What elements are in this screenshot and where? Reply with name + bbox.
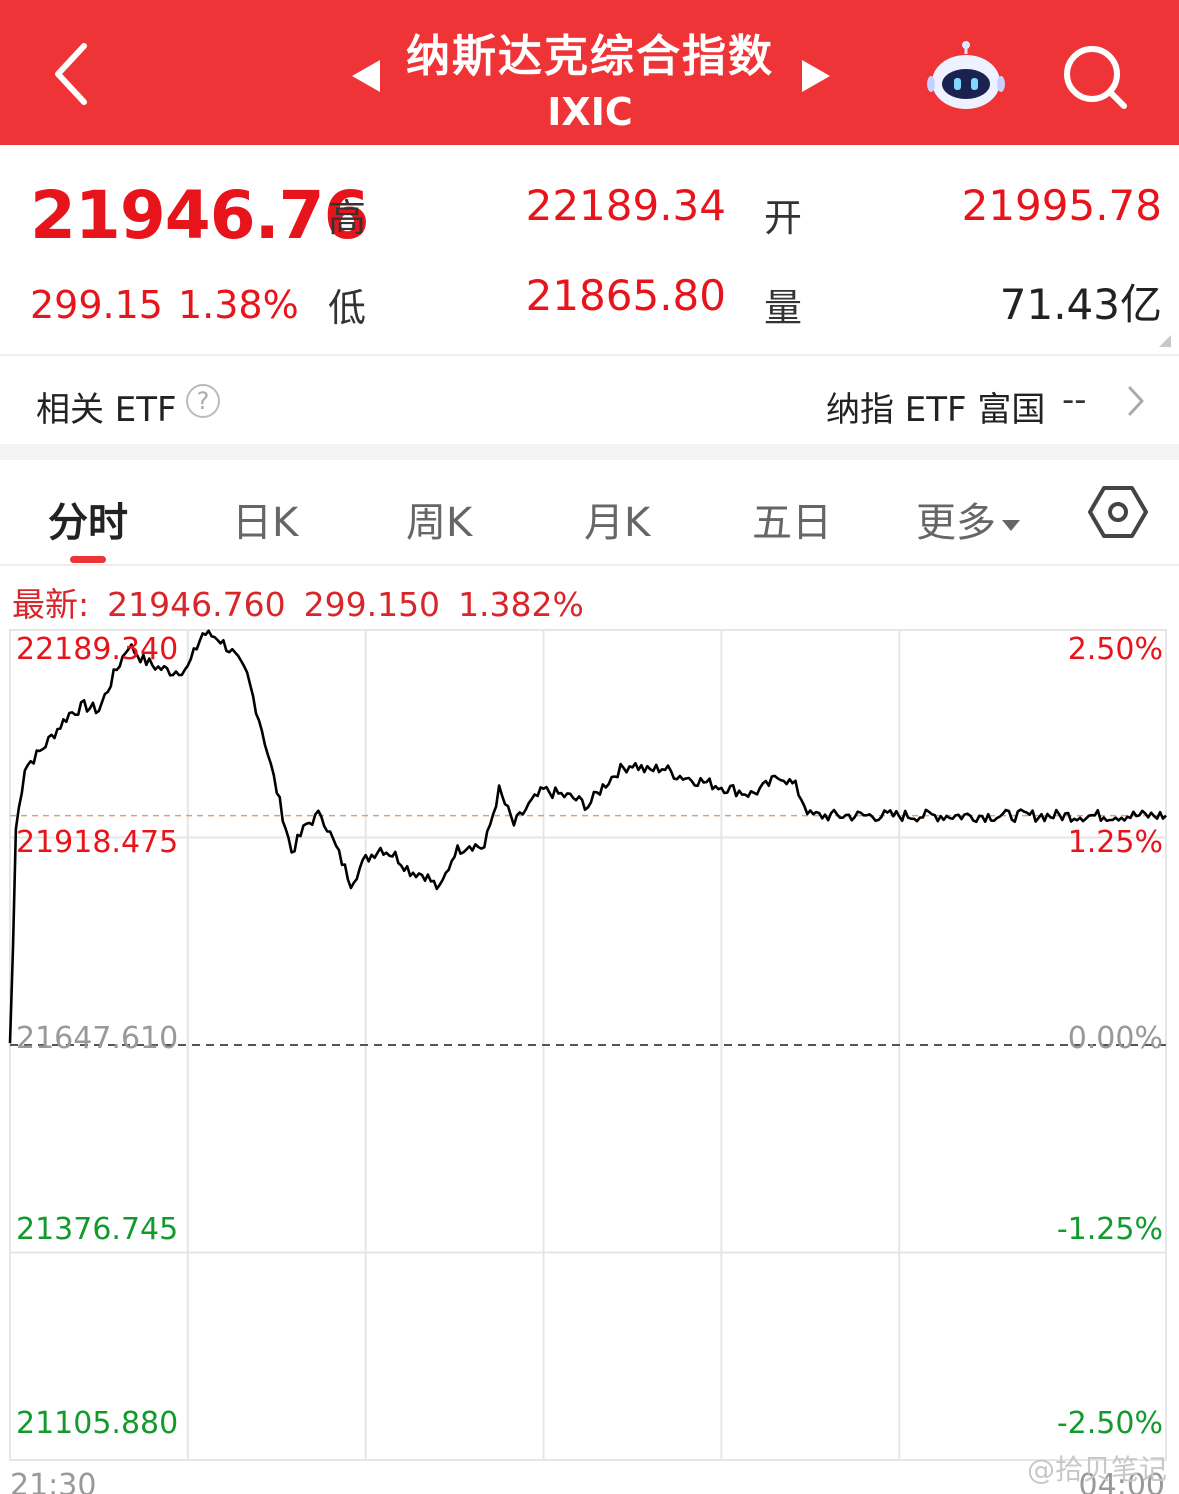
active-tab-indicator (70, 556, 106, 563)
latest-readout: 最新: 21946.760 299.150 1.382% (12, 578, 602, 626)
etf-value: -- (1062, 380, 1087, 420)
x-start-label: 21:30 (10, 1468, 97, 1494)
price-change: 299.15 (30, 283, 163, 327)
next-index-button[interactable] (796, 56, 836, 96)
robot-icon (927, 41, 1005, 109)
latest-change: 299.150 (303, 585, 441, 624)
tab-daily-k[interactable]: 日K (232, 500, 299, 546)
chevron-left-icon (55, 43, 87, 105)
volume-label: 量 (764, 286, 803, 330)
volume-value: 71.43亿 (999, 280, 1162, 329)
y-tick-right-1: 2.50% (1067, 632, 1163, 667)
x-end-label: 04:00 (1078, 1468, 1165, 1494)
y-tick-right-5: -2.50% (1056, 1406, 1163, 1441)
top-bar: 纳斯达克综合指数 IXIC (0, 0, 1179, 145)
chevron-right-icon (1128, 386, 1144, 416)
low-label: 低 (328, 286, 367, 330)
y-tick-left-4: 21376.745 (16, 1212, 179, 1247)
open-value: 21995.78 (961, 181, 1162, 230)
related-etf-row: 相关 ETF ? 纳指 ETF 富国 -- (0, 356, 1179, 444)
low-value: 21865.80 (525, 271, 726, 320)
intraday-chart[interactable]: 22189.340 21918.475 21647.610 21376.745 … (0, 620, 1179, 1494)
section-gap (0, 444, 1179, 460)
latest-price: 21946.760 (107, 585, 286, 624)
y-tick-left-2: 21918.475 (16, 825, 179, 860)
chart-settings-button[interactable] (1088, 484, 1148, 540)
hexagon-settings-icon (1088, 486, 1148, 538)
tab-weekly-k[interactable]: 周K (406, 500, 473, 546)
y-tick-left-5: 21105.880 (16, 1406, 179, 1441)
y-tick-left-3: 21647.610 (16, 1021, 179, 1056)
title-block: 纳斯达克综合指数 IXIC (340, 14, 840, 139)
quote-panel: 21946.76 299.15 1.38% 高 22189.34 低 21865… (0, 145, 1179, 355)
open-label: 开 (764, 196, 803, 240)
latest-label: 最新: (12, 585, 90, 624)
divider (0, 354, 1179, 356)
caret-down-icon (1002, 519, 1020, 531)
index-code: IXIC (547, 90, 633, 134)
y-tick-right-3: 0.00% (1067, 1021, 1163, 1056)
help-icon[interactable]: ? (186, 384, 220, 418)
chart-svg (8, 629, 1167, 1461)
watermark: @拾贝笔记 (1026, 1453, 1167, 1486)
back-button[interactable] (40, 34, 110, 114)
triangle-left-icon (352, 60, 380, 92)
price-line (8, 629, 1167, 1044)
high-label: 高 (328, 196, 367, 240)
y-tick-left-1: 22189.340 (16, 632, 179, 667)
tab-five-day[interactable]: 五日 (752, 500, 832, 546)
search-icon (1064, 46, 1127, 109)
assistant-button[interactable] (926, 40, 1006, 112)
prev-index-button[interactable] (346, 56, 386, 96)
last-price: 21946.76 (30, 177, 370, 254)
latest-pct: 1.382% (458, 585, 584, 624)
tab-monthly-k[interactable]: 月K (584, 500, 651, 546)
expand-corner-icon[interactable] (1159, 335, 1171, 347)
price-change-pct: 1.38% (178, 283, 299, 327)
y-tick-right-4: -1.25% (1056, 1212, 1163, 1247)
tab-more-label: 更多 (916, 500, 996, 546)
triangle-right-icon (802, 60, 830, 92)
chart-tabs: 分时 日K 周K 月K 五日 更多 (0, 460, 1179, 566)
y-tick-right-2: 1.25% (1067, 825, 1163, 860)
etf-name: 纳指 ETF 富国 (826, 390, 1046, 430)
search-button[interactable] (1058, 40, 1134, 116)
page-title: 纳斯达克综合指数 (406, 31, 774, 82)
high-value: 22189.34 (525, 181, 726, 230)
related-etf-label: 相关 ETF (36, 390, 177, 430)
tab-intraday[interactable]: 分时 (48, 500, 128, 546)
tab-more[interactable]: 更多 (916, 490, 1020, 548)
